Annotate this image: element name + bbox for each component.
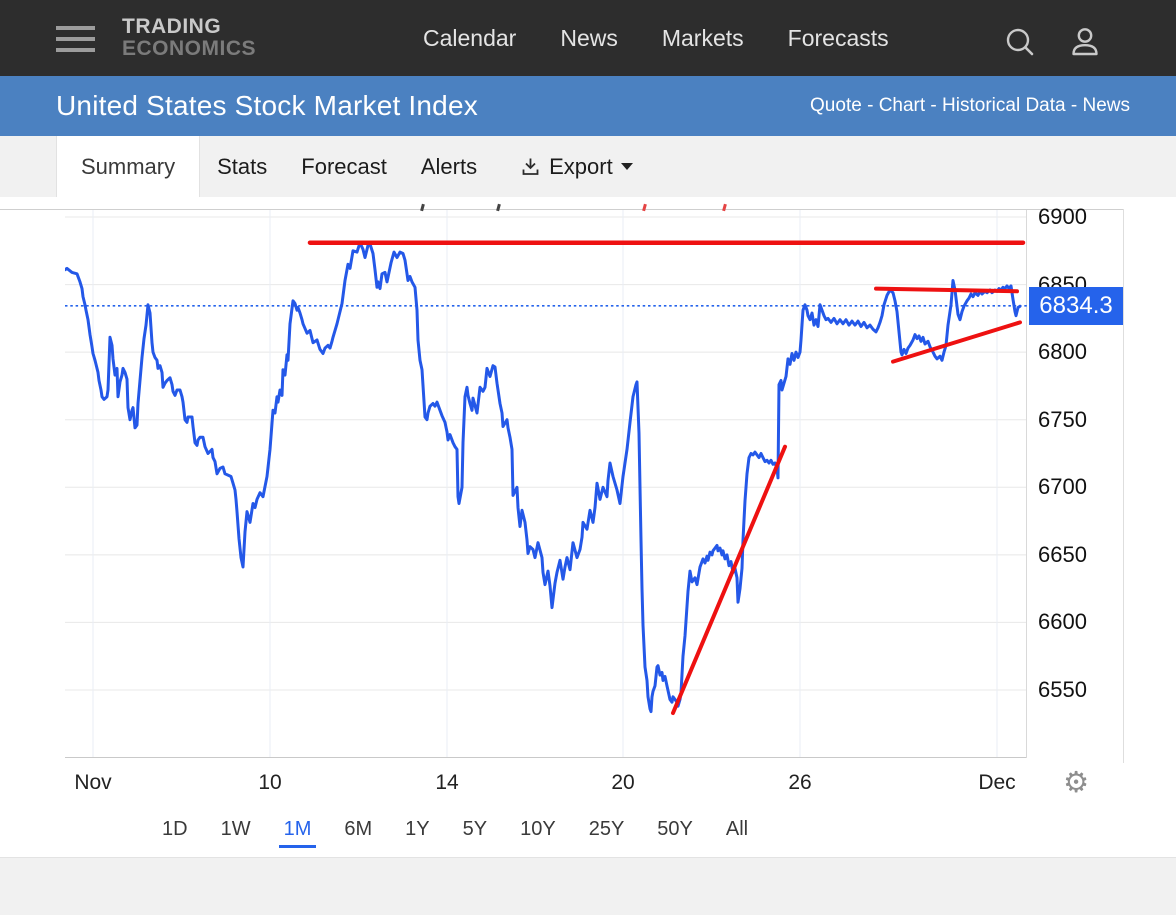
nav-item-forecasts[interactable]: Forecasts xyxy=(787,24,889,51)
y-axis-label: 6900 xyxy=(1038,204,1087,229)
y-axis-label: 6750 xyxy=(1038,406,1087,432)
range-button-25y[interactable]: 25Y xyxy=(584,815,630,848)
tab-stats[interactable]: Stats xyxy=(217,154,268,179)
hamburger-menu-button[interactable] xyxy=(56,26,95,52)
banner-link-chart[interactable]: Chart xyxy=(878,95,926,116)
link-separator: - xyxy=(1065,95,1083,116)
nav-item-news[interactable]: News xyxy=(560,24,618,51)
range-button-1w[interactable]: 1W xyxy=(216,815,256,848)
export-button[interactable]: Export xyxy=(520,136,633,197)
x-axis-label: Nov xyxy=(74,771,112,794)
export-label: Export xyxy=(549,153,613,179)
search-button[interactable] xyxy=(1005,26,1037,58)
axis-right-border xyxy=(1123,209,1124,763)
banner-links: Quote - Chart - Historical Data - News xyxy=(810,76,1130,136)
current-price-badge: 6834.3 xyxy=(1029,286,1123,325)
range-button-6m[interactable]: 6M xyxy=(339,815,377,848)
range-button-5y[interactable]: 5Y xyxy=(458,815,492,848)
x-axis-label: 14 xyxy=(435,771,459,794)
instrument-header-banner: United States Stock Market Index Quote -… xyxy=(0,76,1176,136)
tab-bar: Summary Stats Forecast Alerts Export xyxy=(0,136,1176,197)
range-button-1d[interactable]: 1D xyxy=(157,815,193,848)
x-axis-label: 26 xyxy=(788,771,812,794)
tab-alerts[interactable]: Alerts xyxy=(420,154,478,179)
gear-icon: ⚙ xyxy=(1063,765,1089,799)
range-selector: 1D 1W 1M 6M 1Y 5Y 10Y 25Y 50Y All xyxy=(0,806,1176,857)
chevron-down-icon xyxy=(620,163,633,170)
range-button-10y[interactable]: 10Y xyxy=(515,815,561,848)
nav-item-calendar[interactable]: Calendar xyxy=(423,24,517,51)
y-axis-label: 6800 xyxy=(1038,339,1087,365)
x-axis-label: Dec xyxy=(978,771,1016,794)
footer-spacer xyxy=(0,857,1176,915)
banner-link-historical-data[interactable]: Historical Data xyxy=(942,95,1066,116)
y-axis-label: 6550 xyxy=(1038,677,1087,702)
page-title: United States Stock Market Index xyxy=(56,90,478,121)
search-icon xyxy=(1006,28,1034,56)
x-axis-label: 10 xyxy=(258,771,282,794)
primary-nav: Calendar News Markets Forecasts xyxy=(423,0,889,76)
wedge-upper-trendline xyxy=(874,286,1019,294)
logo-line-2: ECONOMICS xyxy=(122,37,257,60)
tab-summary[interactable]: Summary xyxy=(56,136,201,197)
hamburger-icon xyxy=(56,37,95,41)
trading-economics-logo[interactable]: TRADING ECONOMICS xyxy=(122,16,256,60)
y-axis-label: 6700 xyxy=(1038,474,1087,500)
tabs-group: Summary Stats Forecast Alerts xyxy=(56,136,494,197)
x-axis-label: 20 xyxy=(611,771,635,794)
wedge-lower-trendline xyxy=(891,320,1022,364)
link-separator: - xyxy=(925,95,943,116)
range-button-1y[interactable]: 1Y xyxy=(400,815,434,848)
y-axis-label: 6600 xyxy=(1038,609,1087,635)
range-button-all[interactable]: All xyxy=(721,815,753,848)
banner-link-quote[interactable]: Quote xyxy=(810,95,862,116)
range-button-50y[interactable]: 50Y xyxy=(652,815,698,848)
price-chart-svg[interactable] xyxy=(65,210,1027,758)
tab-forecast[interactable]: Forecast xyxy=(301,154,387,179)
nav-item-markets[interactable]: Markets xyxy=(661,24,744,51)
download-icon xyxy=(522,158,539,175)
account-button[interactable] xyxy=(1069,26,1101,58)
hamburger-icon xyxy=(56,48,95,52)
chart-settings-button[interactable]: ⚙ xyxy=(1056,763,1096,801)
y-axis-label: 6650 xyxy=(1038,541,1087,567)
banner-link-news[interactable]: News xyxy=(1082,95,1130,116)
hamburger-icon xyxy=(56,26,95,30)
rally-trendline xyxy=(671,444,787,715)
chart-top-border xyxy=(0,209,1124,210)
chart-panel: 6900 6850 6800 6750 6700 6650 6600 6550 Nov 10 14… xyxy=(0,197,1176,806)
user-icon xyxy=(1072,28,1098,56)
link-separator: - xyxy=(861,95,879,116)
logo-line-1: TRADING xyxy=(122,15,222,38)
range-button-1m[interactable]: 1M xyxy=(278,815,317,848)
top-navigation-bar: TRADING ECONOMICS Calendar News Markets For… xyxy=(0,0,1176,76)
price-line-series xyxy=(65,241,1022,714)
